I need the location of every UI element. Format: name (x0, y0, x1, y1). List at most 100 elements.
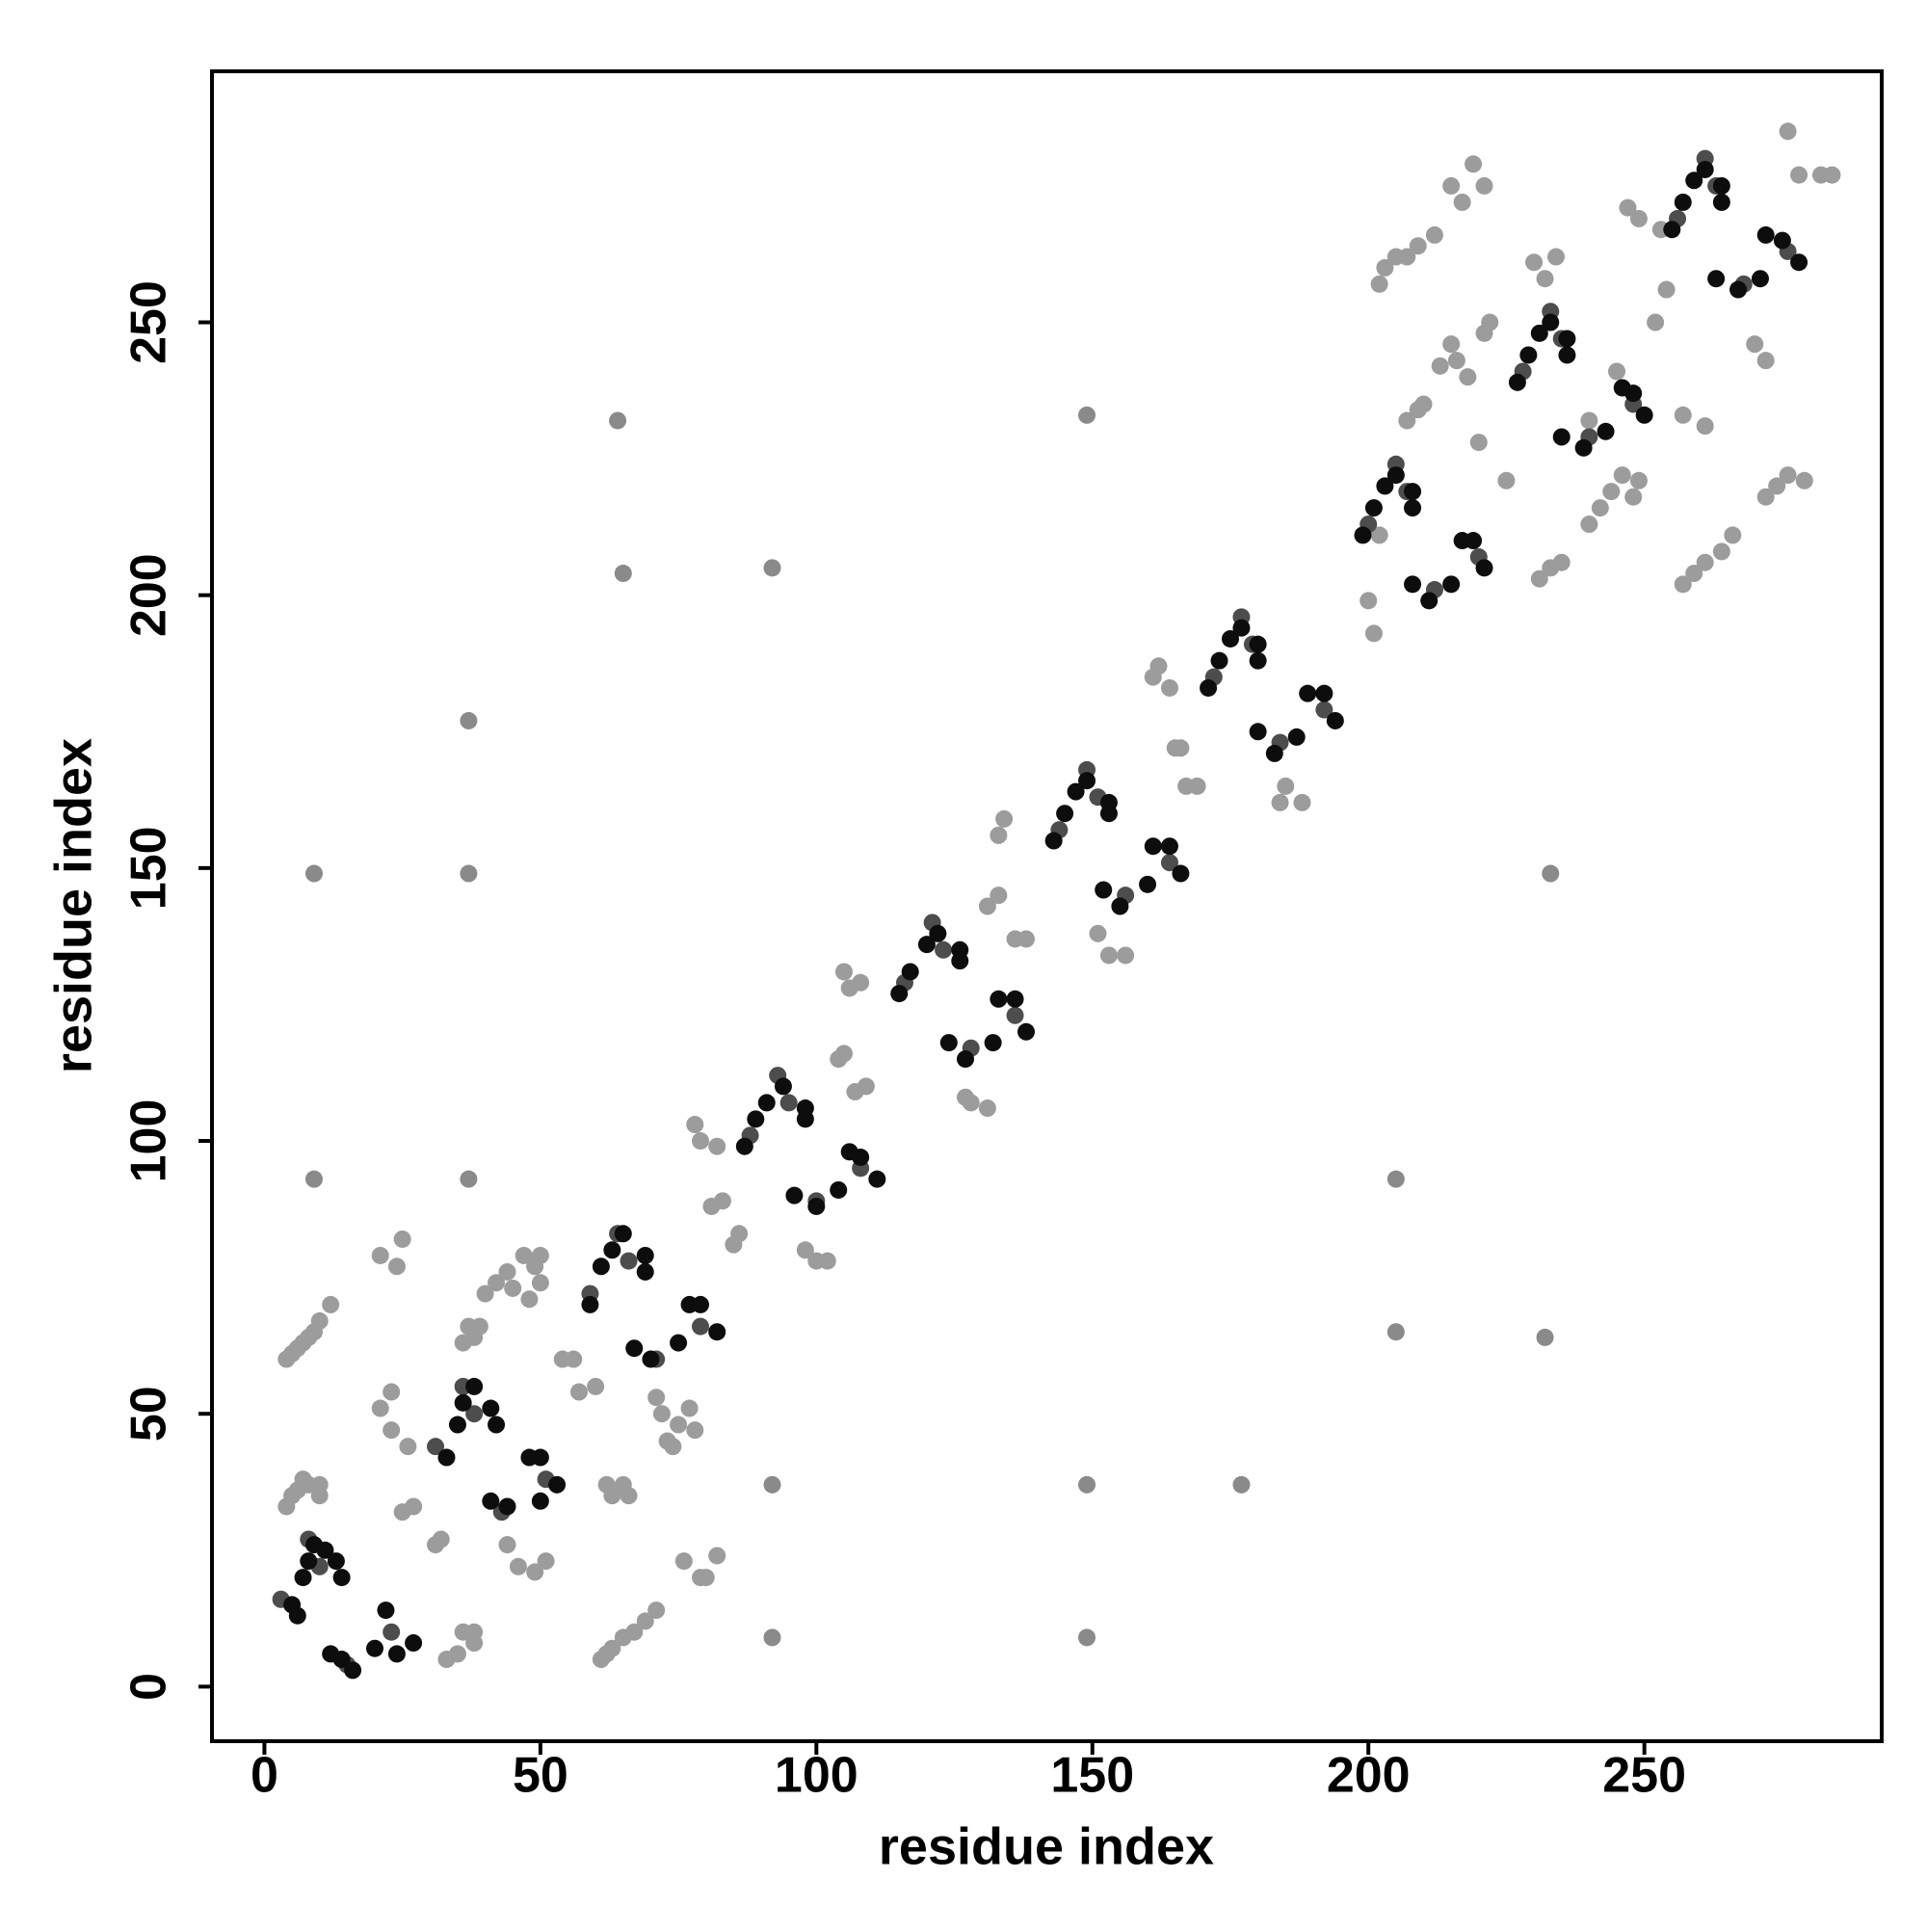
point (1017, 1022, 1036, 1041)
x-tick-label: 100 (775, 1748, 858, 1804)
point (935, 940, 953, 959)
point (990, 990, 1008, 1008)
point (670, 1334, 688, 1352)
point (1404, 483, 1422, 501)
x-tick-label: 150 (1050, 1748, 1134, 1804)
point (713, 1192, 731, 1210)
point (1724, 526, 1742, 544)
point (405, 1497, 423, 1516)
point (300, 1552, 318, 1571)
point (1497, 471, 1516, 490)
point (1465, 155, 1483, 173)
y-tick-label: 150 (121, 826, 177, 910)
point (498, 1262, 516, 1281)
point (1779, 466, 1797, 485)
point (1139, 875, 1157, 893)
point (1200, 678, 1218, 697)
point (692, 1295, 710, 1313)
point (1232, 1475, 1251, 1494)
point (1552, 428, 1571, 446)
point (405, 1634, 423, 1653)
point (830, 1180, 848, 1199)
point (1431, 357, 1449, 375)
point (1469, 434, 1488, 452)
point (1629, 471, 1648, 490)
point (1530, 569, 1548, 588)
point (427, 1438, 445, 1456)
point (304, 1170, 323, 1188)
point (763, 1475, 781, 1494)
point (1712, 543, 1730, 561)
point (366, 1639, 384, 1657)
y-axis-label: residue index (44, 738, 102, 1073)
point (1056, 805, 1074, 823)
point (1663, 221, 1681, 239)
point (327, 1552, 345, 1571)
point (785, 1186, 804, 1204)
plot-area (272, 122, 1841, 1680)
x-tick-label: 50 (513, 1748, 568, 1804)
y-tick-label: 250 (121, 280, 177, 364)
point (1580, 516, 1598, 534)
point (647, 1389, 666, 1407)
point (620, 1252, 638, 1270)
point (515, 1246, 533, 1264)
point (990, 887, 1008, 905)
point (834, 1045, 853, 1063)
point (652, 1405, 671, 1423)
point (1404, 499, 1422, 517)
point (636, 1262, 654, 1281)
point (1558, 330, 1576, 348)
point (1508, 373, 1526, 391)
point (1629, 209, 1648, 227)
point (383, 1623, 401, 1641)
point (482, 1492, 500, 1510)
point (1172, 739, 1190, 757)
point (592, 1257, 610, 1276)
point (1647, 313, 1665, 331)
point (569, 1383, 588, 1401)
point (460, 864, 478, 883)
point (1558, 346, 1576, 364)
point (531, 1492, 549, 1510)
point (1447, 352, 1465, 370)
point (978, 897, 996, 915)
point (890, 985, 909, 1003)
point (1525, 253, 1544, 272)
point (1574, 438, 1593, 457)
point (1536, 270, 1554, 288)
point (1409, 237, 1427, 255)
point (1453, 193, 1471, 211)
y-tick-label: 0 (121, 1673, 177, 1701)
point (1249, 635, 1267, 653)
point (1299, 684, 1317, 702)
y-tick-label: 100 (121, 1099, 177, 1183)
point (901, 963, 919, 981)
point (1696, 160, 1714, 178)
point (1707, 270, 1726, 288)
point (708, 1323, 726, 1341)
point (1624, 384, 1643, 403)
point (1613, 466, 1631, 485)
point (294, 1569, 312, 1587)
point (1370, 526, 1388, 544)
point (322, 1295, 340, 1313)
point (956, 1050, 974, 1069)
point (482, 1399, 500, 1417)
point (984, 1034, 1002, 1052)
point (614, 1225, 632, 1243)
point (448, 1416, 466, 1434)
point (1099, 946, 1118, 965)
point (1364, 499, 1383, 517)
point (818, 1252, 836, 1270)
point (664, 1438, 682, 1456)
point (779, 1094, 798, 1112)
point (1006, 990, 1024, 1008)
point (1398, 248, 1416, 266)
point (603, 1487, 621, 1505)
point (1376, 258, 1394, 277)
point (1712, 176, 1730, 195)
point (730, 1225, 749, 1243)
point (387, 1257, 406, 1276)
point (1657, 280, 1676, 299)
